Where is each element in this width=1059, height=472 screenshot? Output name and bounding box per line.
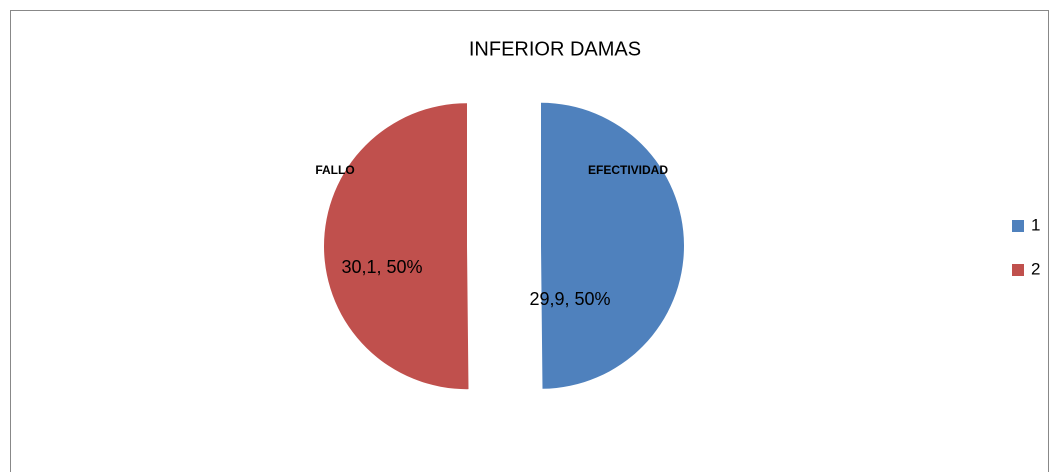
- data-label: 29,9, 50%: [529, 289, 610, 309]
- data-label: 30,1, 50%: [341, 257, 422, 277]
- legend-swatch: [1012, 220, 1024, 232]
- chart-frame: [10, 10, 1049, 472]
- pie-slice: [323, 103, 469, 390]
- legend-swatch: [1012, 264, 1024, 276]
- legend-label: 1: [1031, 215, 1040, 234]
- pie-slice: [540, 102, 684, 389]
- annotation: FALLO: [315, 163, 354, 177]
- legend-label: 2: [1031, 259, 1040, 278]
- chart-title: INFERIOR DAMAS: [469, 38, 641, 60]
- annotation: EFECTIVIDAD: [588, 163, 668, 177]
